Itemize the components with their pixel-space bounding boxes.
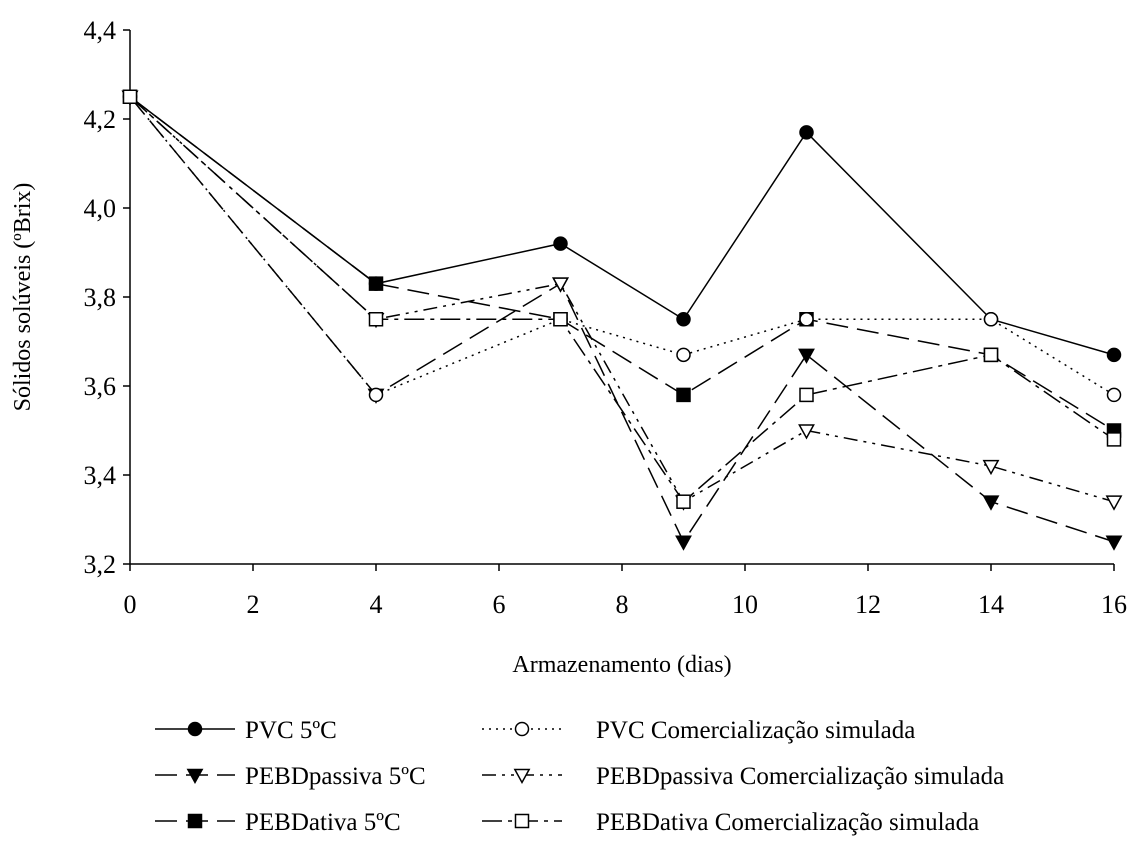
y-axis-label: Sólidos solúveis (ºBrix) <box>10 183 36 412</box>
data-point <box>553 236 568 251</box>
series-line <box>129 96 1115 356</box>
x-tick-label: 10 <box>732 590 758 619</box>
y-tick-label: 4,4 <box>84 16 117 45</box>
data-point <box>799 125 814 140</box>
data-point <box>187 721 203 737</box>
legend-item: PEBDpassiva 5ºC <box>155 763 426 790</box>
data-point <box>122 89 138 104</box>
x-tick-label: 4 <box>370 590 383 619</box>
x-tick-label: 12 <box>855 590 881 619</box>
legend-label: PVC 5ºC <box>245 717 337 744</box>
data-point <box>1105 495 1123 511</box>
y-tick-label: 3,4 <box>84 461 117 490</box>
data-point <box>514 721 530 737</box>
series-line <box>129 96 1115 503</box>
x-tick-label: 2 <box>247 590 260 619</box>
y-tick-label: 3,2 <box>84 550 117 579</box>
x-tick-label: 8 <box>616 590 629 619</box>
data-point <box>368 387 384 403</box>
series-pvc-comercializa-o-simulada <box>122 89 1122 403</box>
y-tick-label: 3,8 <box>84 283 117 312</box>
legend-label: PEBDpassiva Comercialização simulada <box>596 763 1004 790</box>
y-tick-label: 3,6 <box>84 372 117 401</box>
data-point <box>186 768 204 785</box>
y-tick-label: 4,2 <box>84 105 117 134</box>
series-layer <box>121 89 1123 551</box>
data-point <box>799 312 814 327</box>
data-point <box>553 312 568 327</box>
data-point <box>1106 432 1122 447</box>
data-point <box>982 495 1000 511</box>
legend-item: PEBDativa 5ºC <box>155 809 401 836</box>
legend-label: PEBDpassiva 5ºC <box>245 763 426 790</box>
data-point <box>799 387 814 403</box>
x-tick-label: 6 <box>493 590 506 619</box>
x-axis-label: Armazenamento (dias) <box>512 652 731 678</box>
legend: PVC 5ºC PVC Comercialização simulada PEBDp… <box>155 717 1004 836</box>
x-tick-label: 14 <box>978 590 1004 619</box>
data-point <box>368 276 384 291</box>
data-point <box>552 277 569 293</box>
series-line <box>129 96 1115 503</box>
data-point <box>798 424 815 440</box>
data-point <box>1105 535 1123 551</box>
data-point <box>676 494 691 509</box>
data-point <box>798 348 815 364</box>
data-point <box>676 312 691 327</box>
y-tick-label: 4,0 <box>84 194 117 223</box>
data-point <box>675 535 692 551</box>
series-pebdativa-5-c <box>122 89 1122 438</box>
legend-label: PEBDativa 5ºC <box>245 809 401 836</box>
legend-item: PVC 5ºC <box>155 717 337 744</box>
legend-item: PVC Comercialização simulada <box>482 717 915 744</box>
x-tick-label: 0 <box>124 590 137 619</box>
legend-item: PEBDpassiva Comercialização simulada <box>482 763 1004 790</box>
axes: 3,2 3,4 3,6 3,8 4,0 4,2 4,4 0 2 4 6 8 10 12 14 16 <box>84 16 1128 619</box>
legend-item: PEBDativa Comercialização simulada <box>482 809 979 836</box>
data-point <box>187 813 203 829</box>
legend-label: PEBDativa Comercialização simulada <box>596 809 979 836</box>
data-point <box>982 459 1000 476</box>
data-point <box>676 347 691 363</box>
series-pebdpassiva-5-c <box>121 90 1123 551</box>
data-point <box>1106 347 1122 363</box>
data-point <box>983 347 999 363</box>
series-pebdativa-comercializa-o-simulada <box>122 89 1122 509</box>
data-point <box>1106 387 1122 403</box>
data-point <box>513 768 531 785</box>
data-point <box>983 312 999 327</box>
data-point <box>514 813 530 829</box>
x-tick-label: 16 <box>1101 590 1127 619</box>
data-point <box>676 387 691 403</box>
data-point <box>368 312 384 327</box>
series-line <box>129 96 1115 432</box>
legend-label: PVC Comercialização simulada <box>596 717 915 744</box>
